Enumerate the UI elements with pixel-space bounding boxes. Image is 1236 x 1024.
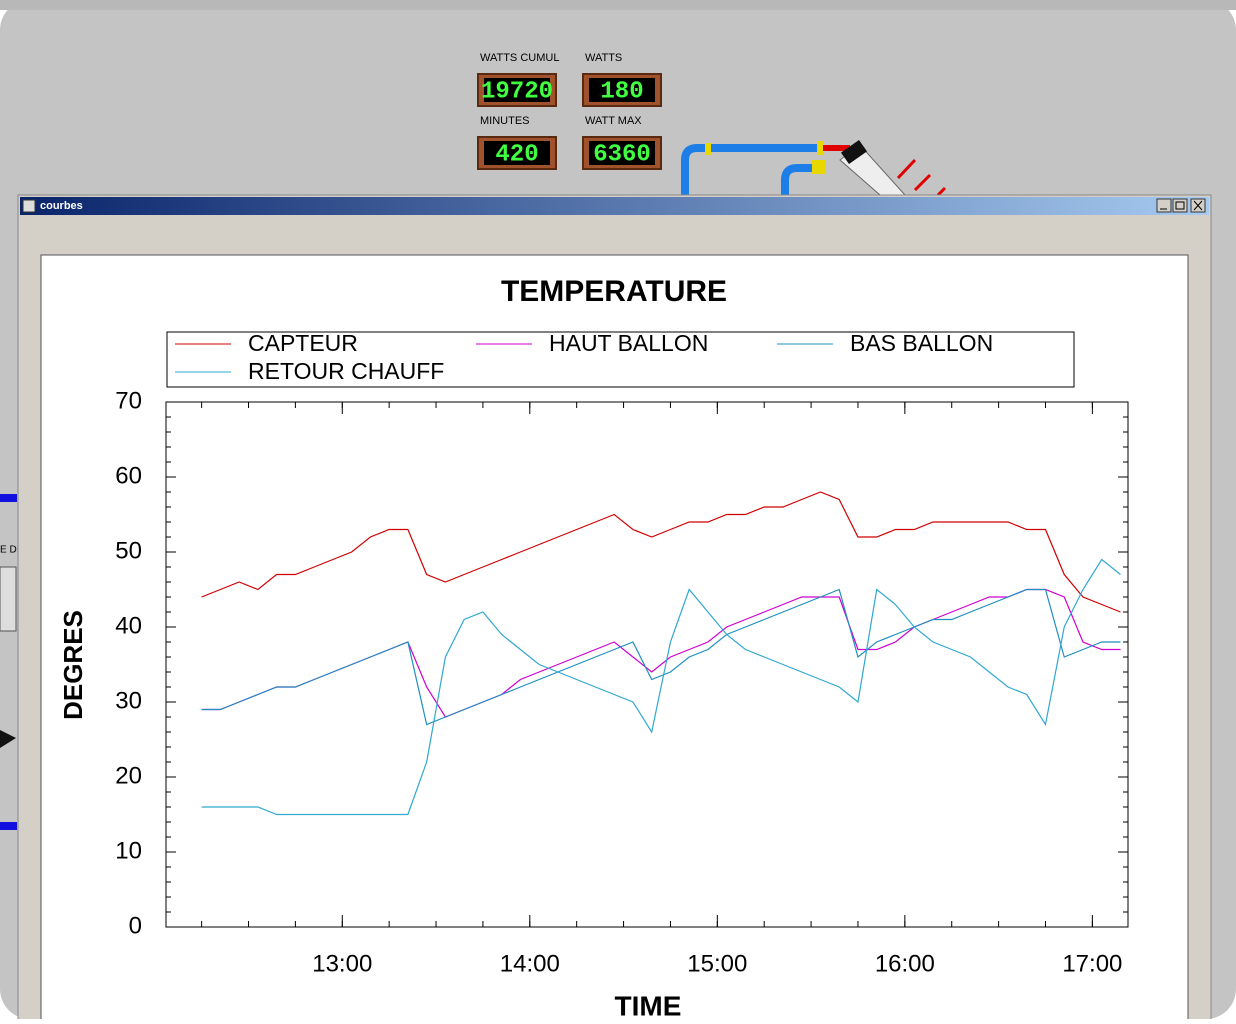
window-title: courbes — [40, 200, 83, 212]
x-tick-label: 13:00 — [312, 950, 372, 977]
y-tick-label: 20 — [115, 762, 142, 789]
x-tick-label: 17:00 — [1062, 950, 1122, 977]
y-tick-label: 40 — [115, 612, 142, 639]
y-tick-label: 60 — [115, 462, 142, 489]
display-screen — [484, 78, 550, 102]
display-value: 19720 — [481, 78, 553, 105]
pump — [0, 730, 16, 748]
x-axis-label: TIME — [615, 990, 682, 1019]
top-strip — [0, 0, 1236, 10]
plot-frame — [165, 401, 1129, 928]
display-screen — [484, 141, 550, 165]
y-tick-label: 70 — [115, 387, 142, 414]
fragment-label: E DE — [0, 545, 24, 556]
y-axis-label: DEGRES — [58, 610, 88, 720]
chart-title: TEMPERATURE — [501, 275, 727, 308]
sensor — [840, 139, 868, 165]
pipe — [0, 494, 17, 502]
x-tick-label: 16:00 — [875, 950, 935, 977]
fitting — [817, 141, 823, 155]
pipe — [681, 144, 822, 195]
x-tick-label: 15:00 — [687, 950, 747, 977]
pipe — [781, 164, 822, 195]
sun-rays — [896, 158, 947, 197]
legend-label: BAS BALLON — [850, 330, 993, 356]
legend — [166, 331, 1075, 388]
y-tick-label: 30 — [115, 687, 142, 714]
window-icon — [22, 199, 36, 213]
window-controls[interactable] — [1156, 198, 1206, 213]
maximize-button[interactable] — [1172, 198, 1188, 213]
series-line — [201, 491, 1121, 613]
display-label: WATTS CUMUL — [480, 52, 559, 64]
series-line — [201, 558, 1121, 816]
series-line — [201, 588, 1121, 726]
fitting — [705, 143, 711, 155]
x-tick-label: 14:00 — [500, 950, 560, 977]
y-tick-label: 50 — [115, 537, 142, 564]
display-label: WATTS — [585, 52, 622, 64]
widget — [0, 566, 17, 632]
legend-label: CAPTEUR — [248, 330, 358, 356]
pipe — [0, 822, 17, 830]
control-glyphs — [1160, 200, 1203, 211]
legend-label: RETOUR CHAUFF — [248, 358, 444, 384]
display-value: 6360 — [593, 141, 651, 168]
y-tick-label: 10 — [115, 837, 142, 864]
display-value: 180 — [600, 78, 643, 105]
title-bar — [20, 197, 1209, 215]
display-label: WATT MAX — [585, 115, 642, 127]
display-value: 420 — [495, 141, 538, 168]
display-label: MINUTES — [480, 115, 530, 127]
displays: WATTS CUMUL 19720 WATTS 180 MINUTES 420 WATT M… — [477, 52, 662, 170]
legend-label: HAUT BALLON — [549, 330, 708, 356]
minimize-button[interactable] — [1156, 198, 1172, 213]
fitting — [812, 160, 826, 174]
display-screen — [589, 78, 655, 102]
display-screen — [589, 141, 655, 165]
y-tick-label: 0 — [129, 912, 142, 939]
